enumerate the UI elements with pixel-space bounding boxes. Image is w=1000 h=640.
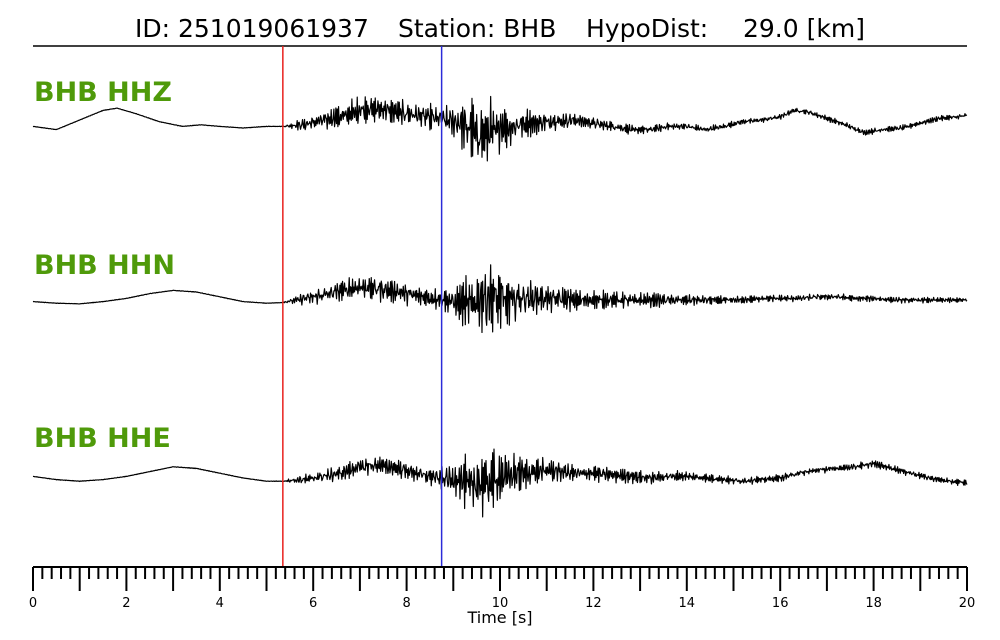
x-tick-label: 0 <box>29 596 37 611</box>
x-tick-label: 2 <box>122 596 130 611</box>
x-tick-label: 8 <box>402 596 410 611</box>
title-hypodist-value: 29.0 [km] <box>743 14 865 43</box>
trace-bhb-hhn <box>32 264 968 334</box>
title-station: Station: BHB <box>398 14 556 43</box>
x-tick-label: 12 <box>585 596 602 611</box>
x-tick-label: 20 <box>959 596 976 611</box>
x-axis-label: Time [s] <box>466 608 532 627</box>
phase-picks <box>282 46 443 567</box>
waveform-traces <box>32 95 968 518</box>
time-axis: 0 2 4 6 8 10 12 14 16 18 20 <box>29 566 976 611</box>
title-hypodist-label: HypoDist: <box>586 14 708 43</box>
x-tick-label: 4 <box>216 596 224 611</box>
x-tick-label: 16 <box>772 596 789 611</box>
title-id: ID: 251019061937 <box>135 14 369 43</box>
channel-label-hhz: BHB HHZ <box>34 77 172 108</box>
trace-bhb-hhz <box>32 95 968 162</box>
channel-label-hhn: BHB HHN <box>34 250 175 281</box>
x-tick-label: 10 <box>492 596 509 611</box>
x-tick-label: 14 <box>679 596 696 611</box>
x-tick-label: 18 <box>865 596 882 611</box>
channel-label-hhe: BHB HHE <box>34 423 171 454</box>
trace-bhb-hhe <box>32 448 968 518</box>
x-tick-label: 6 <box>309 596 317 611</box>
